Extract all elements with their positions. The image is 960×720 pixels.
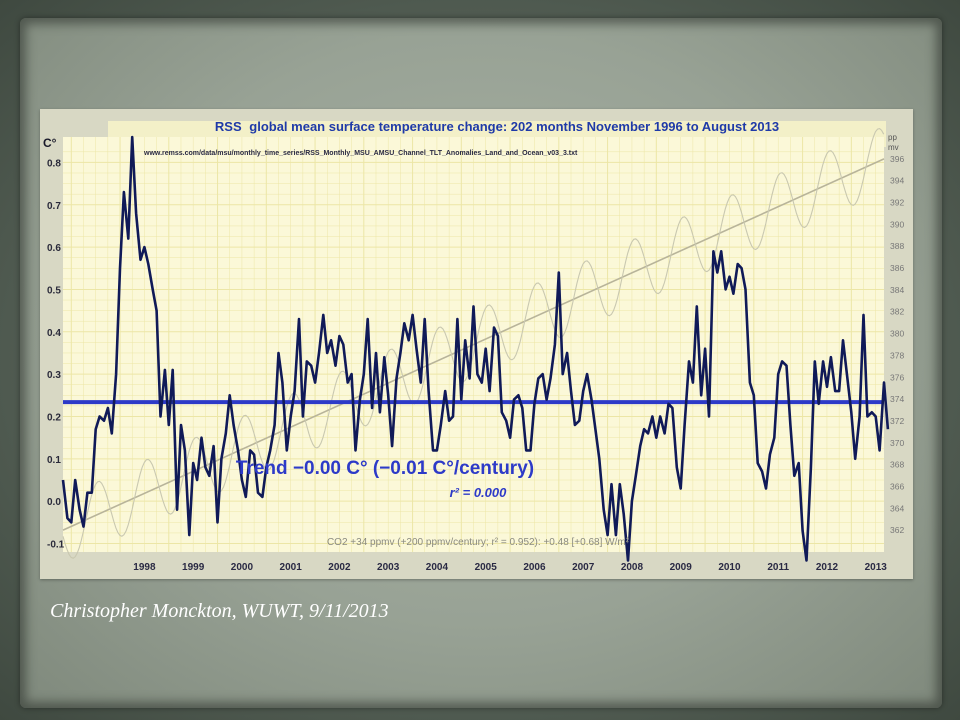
y-tick-label-left: 0.3 [47, 370, 61, 381]
x-tick-label: 2013 [865, 562, 888, 573]
y-tick-label-right: 384 [890, 285, 904, 295]
x-tick-label: 2002 [328, 562, 351, 573]
y-tick-label-right: 390 [890, 219, 904, 229]
y-tick-label-right: 396 [890, 154, 904, 164]
co2-trend-line [62, 158, 885, 531]
chart-title: RSS global mean surface temperature chan… [215, 119, 779, 134]
y-tick-label-right: 374 [890, 394, 904, 404]
y-axis-label-right-top: pp [888, 133, 897, 142]
y-tick-label-left: 0.2 [47, 412, 61, 423]
grid [63, 137, 884, 552]
y-tick-label-right: 382 [890, 307, 904, 317]
x-tick-label: 2000 [231, 562, 254, 573]
y-tick-label-right: 366 [890, 481, 904, 491]
slide-caption: Christopher Monckton, WUWT, 9/11/2013 [50, 600, 389, 622]
x-tick-label: 2009 [670, 562, 693, 573]
y-tick-label-right: 386 [890, 263, 904, 273]
y-tick-label-right: 362 [890, 525, 904, 535]
y-tick-label-right: 380 [890, 329, 904, 339]
y-tick-label-right: 364 [890, 503, 904, 513]
y-axis-label-left: C° [43, 136, 57, 150]
y-tick-label-right: 372 [890, 416, 904, 426]
y-tick-label-right: 388 [890, 241, 904, 251]
r-squared-annotation: r² = 0.000 [450, 485, 508, 500]
y-tick-label-right: 378 [890, 350, 904, 360]
y-axis-left-ticks: 0.8 0.7 0.6 0.5 0.4 0.3 0.2 0.1 0.0 -0.1 [47, 158, 65, 550]
x-axis-ticks: 1998 1999 2000 2001 2002 2003 2004 2005 2006 2007… [133, 562, 887, 573]
y-tick-label-right: 392 [890, 198, 904, 208]
y-tick-label-left: 0.0 [47, 497, 61, 508]
y-tick-label-left: -0.1 [47, 540, 65, 551]
x-tick-label: 2007 [572, 562, 595, 573]
x-tick-label: 2012 [816, 562, 839, 573]
y-tick-label-left: 0.1 [47, 455, 61, 466]
y-tick-label-right: 368 [890, 460, 904, 470]
x-tick-label: 2005 [475, 562, 498, 573]
y-tick-label-left: 0.6 [47, 243, 61, 254]
x-tick-label: 2006 [523, 562, 546, 573]
y-tick-label-right: 370 [890, 438, 904, 448]
source-url: www.remss.com/data/msu/monthly_time_seri… [143, 150, 578, 157]
x-tick-label: 2010 [718, 562, 741, 573]
x-tick-label: 2004 [426, 562, 449, 573]
y-tick-label-left: 0.7 [47, 201, 61, 212]
x-tick-label: 1999 [182, 562, 205, 573]
y-axis-label-right-bottom: mv [888, 143, 899, 152]
x-tick-label: 2003 [377, 562, 400, 573]
trend-annotation: Trend −0.00 C° (−0.01 C°/century) [236, 458, 534, 479]
x-tick-label: 2001 [280, 562, 303, 573]
x-tick-label: 2011 [767, 562, 789, 573]
y-axis-right-ticks: 396 394 392 390 388 386 384 382 380 378 376 374 372 3… [890, 154, 904, 535]
co2-annotation: CO2 +34 ppmv (+200 ppmv/century; r² = 0.… [327, 537, 630, 548]
x-tick-label: 2008 [621, 562, 644, 573]
y-tick-label-right: 394 [890, 176, 904, 186]
chart-frame: RSS global mean surface temperature chan… [40, 109, 913, 579]
x-tick-label: 1998 [133, 562, 156, 573]
y-tick-label-left: 0.5 [47, 285, 61, 296]
co2-series-group [62, 127, 885, 559]
y-tick-label-left: 0.4 [47, 328, 61, 339]
co2-seasonal-line [62, 127, 885, 559]
y-tick-label-left: 0.8 [47, 158, 61, 169]
temperature-chart: RSS global mean surface temperature chan… [43, 119, 904, 573]
y-tick-label-right: 376 [890, 372, 904, 382]
temperature-series-line [61, 135, 890, 562]
